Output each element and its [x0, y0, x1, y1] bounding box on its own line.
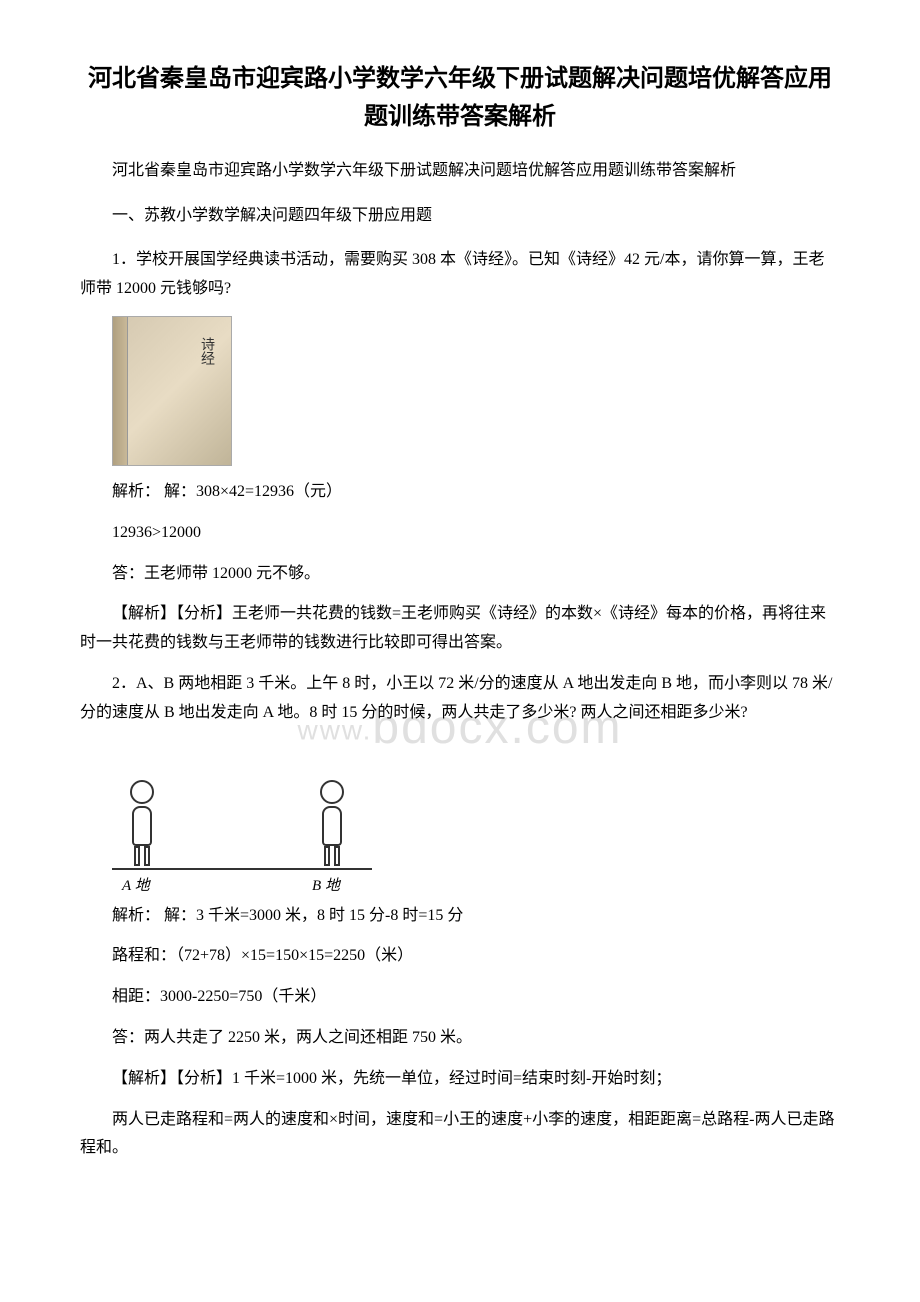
q1-analysis: 【解析】【分析】王老师一共花费的钱数=王老师购买《诗经》的本数×《诗经》每本的价… — [80, 600, 840, 658]
q2-answer: 答：两人共走了 2250 米，两人之间还相距 750 米。 — [80, 1024, 840, 1053]
question-2-image: A 地 B 地 — [112, 740, 840, 890]
subtitle-text: 河北省秦皇岛市迎宾路小学数学六年级下册试题解决问题培优解答应用题训练带答案解析 — [80, 157, 840, 186]
person-b-icon — [312, 780, 352, 870]
q2-analysis-1: 【解析】【分析】1 千米=1000 米，先统一单位，经过时间=结束时刻-开始时刻… — [80, 1065, 840, 1094]
section-heading: 一、苏教小学数学解决问题四年级下册应用题 — [80, 202, 840, 231]
q1-solution-2: 12936>12000 — [80, 519, 840, 548]
q1-answer: 答：王老师带 12000 元不够。 — [80, 560, 840, 589]
q2-solution-2: 路程和：（72+78）×15=150×15=2250（米） — [80, 942, 840, 971]
q2-solution-1: 解析： 解：3 千米=3000 米，8 时 15 分-8 时=15 分 — [80, 902, 840, 931]
q2-analysis-2: 两人已走路程和=两人的速度和×时间，速度和=小王的速度+小李的速度，相距距离=总… — [80, 1106, 840, 1164]
page-title: 河北省秦皇岛市迎宾路小学数学六年级下册试题解决问题培优解答应用题训练带答案解析 — [80, 60, 840, 137]
question-2-text: 2．A、B 两地相距 3 千米。上午 8 时，小王以 72 米/分的速度从 A … — [80, 670, 840, 728]
label-a: A 地 — [122, 874, 150, 895]
person-a-icon — [122, 780, 162, 870]
question-1-image — [112, 316, 840, 466]
book-icon — [112, 316, 232, 466]
q1-solution-1: 解析： 解：308×42=12936（元） — [80, 478, 840, 507]
label-b: B 地 — [312, 874, 340, 895]
question-1-text: 1．学校开展国学经典读书活动，需要购买 308 本《诗经》。已知《诗经》42 元… — [80, 246, 840, 304]
q2-solution-3: 相距：3000-2250=750（千米） — [80, 983, 840, 1012]
ground-line — [112, 868, 372, 870]
walking-diagram: A 地 B 地 — [112, 740, 392, 890]
